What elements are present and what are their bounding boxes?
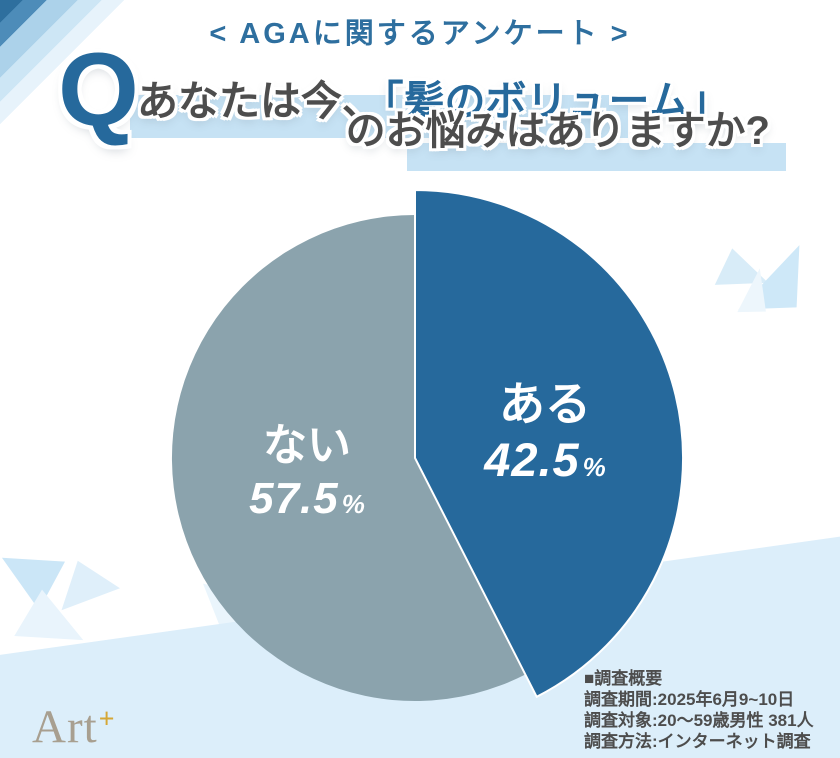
- brand-logo-text: Art: [32, 701, 98, 753]
- survey-target: 調査対象:20〜59歳男性 381人: [584, 711, 814, 730]
- pie-label-aru-value-row: 42.5%: [484, 436, 606, 483]
- question-line2: のお悩みはありますか?: [345, 109, 770, 153]
- pie-label-aru: ある 42.5%: [484, 381, 606, 483]
- percent-sign: %: [582, 452, 606, 482]
- pie-slice-nai: [171, 215, 526, 701]
- brand-logo: Art+: [32, 694, 116, 753]
- pie-label-nai-value-row: 57.5%: [249, 477, 365, 521]
- question-line1-emphasis: 「髪のボリューム」: [383, 78, 731, 124]
- pie-label-aru-value: 42.5: [484, 433, 580, 486]
- pie-label-aru-text: ある: [498, 378, 591, 430]
- question-line1-plain: あなたは今、: [137, 78, 383, 124]
- survey-period: 調査期間:2025年6月9~10日: [584, 690, 795, 709]
- question-line1: あなたは今、「髪のボリューム」: [137, 76, 730, 126]
- highlight-bar-line1: [130, 95, 628, 138]
- brand-logo-plus: +: [98, 704, 116, 735]
- pie-label-nai-text: ない: [262, 421, 351, 470]
- highlight-bar-line2: [407, 143, 786, 171]
- survey-method: 調査方法:インターネット調査: [584, 732, 811, 751]
- page-title: < AGAに関するアンケート >: [209, 18, 631, 50]
- survey-heading: ■調査概要: [584, 669, 663, 688]
- survey-overview: ■調査概要 調査期間:2025年6月9~10日 調査対象:20〜59歳男性 38…: [584, 668, 814, 752]
- percent-sign: %: [341, 489, 365, 519]
- question-mark-icon: Q: [58, 32, 139, 148]
- pie-label-nai: ない 57.5%: [249, 424, 365, 521]
- pie-label-nai-value: 57.5: [249, 474, 339, 523]
- pie-slice-aru: [414, 188, 685, 699]
